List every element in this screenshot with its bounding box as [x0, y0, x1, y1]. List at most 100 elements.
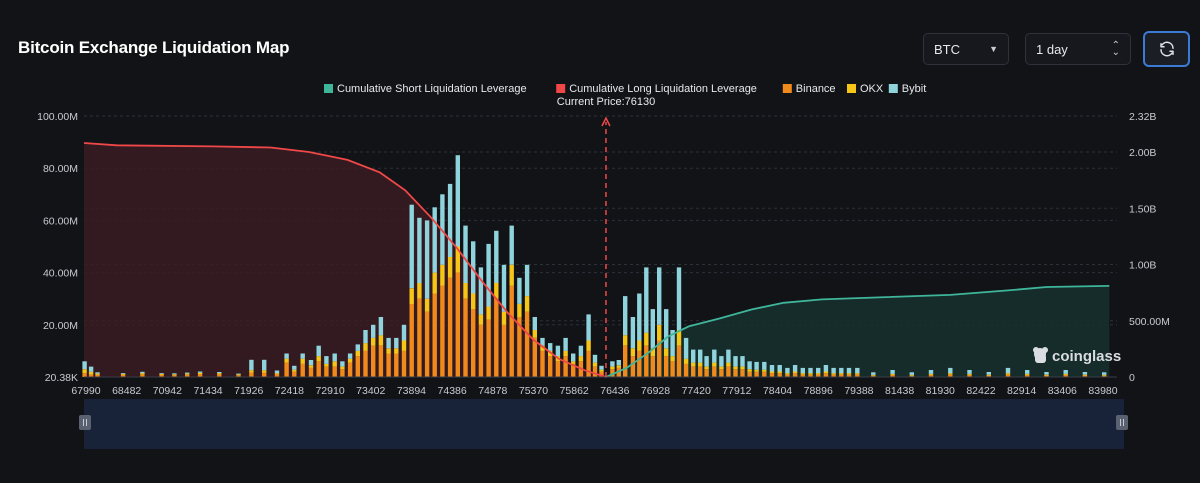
bar-bybit	[386, 337, 391, 349]
x-tick-label: 76928	[641, 385, 670, 397]
bar-okx	[409, 288, 414, 304]
bar-okx	[747, 369, 752, 372]
bar-binance	[463, 298, 468, 377]
range-select[interactable]: 1 day ⌃ ⌄	[1025, 33, 1131, 65]
bar-binance	[650, 356, 655, 377]
bar-binance	[274, 374, 280, 377]
bar-bybit	[616, 360, 621, 366]
x-tick-label: 74878	[478, 385, 507, 397]
legend-item-bybit[interactable]: Bybit	[888, 83, 926, 95]
range-handle-left[interactable]	[79, 415, 91, 430]
bar-okx	[890, 373, 895, 375]
legend-label: OKX	[860, 83, 884, 95]
bar-bybit	[217, 372, 222, 373]
bar-bybit	[120, 373, 126, 374]
bar-binance	[300, 363, 305, 377]
x-tick-label: 77420	[682, 385, 711, 397]
bar-bybit	[394, 337, 399, 349]
bar-binance	[670, 361, 675, 377]
legend-item-binance[interactable]: Binance	[782, 83, 836, 95]
bar-okx	[386, 348, 391, 354]
bar-binance	[1005, 374, 1011, 377]
bar-okx	[808, 373, 813, 375]
bar-binance	[586, 350, 591, 377]
bar-bybit	[1082, 372, 1088, 375]
bar-okx	[185, 373, 190, 375]
cumulative-long-line	[83, 142, 607, 378]
bar-okx	[726, 362, 731, 367]
bar-okx	[623, 335, 628, 346]
bar-bybit	[95, 372, 100, 374]
page-title: Bitcoin Exchange Liquidation Map	[18, 38, 290, 57]
bar-okx	[417, 283, 422, 299]
bar-okx	[308, 365, 314, 368]
bar-okx	[274, 373, 280, 375]
bar-binance	[517, 317, 522, 377]
range-handle-right[interactable]	[1116, 415, 1128, 430]
range-slider[interactable]	[79, 399, 1128, 449]
bar-bybit	[676, 267, 682, 330]
bar-okx	[159, 373, 164, 375]
bar-binance	[159, 374, 164, 377]
bar-okx	[823, 371, 829, 374]
bar-binance	[657, 340, 662, 377]
bar-binance	[308, 367, 314, 377]
legend-item-cumulative-long-liquidation-leverage[interactable]: Cumulative Long Liquidation Leverage	[556, 83, 757, 95]
y-left-tick-label: 20.00M	[43, 320, 78, 332]
bar-binance	[571, 363, 576, 377]
y-left-tick-label: 20.38K	[45, 372, 78, 384]
bar-bybit	[363, 330, 368, 344]
bar-bybit	[704, 356, 709, 367]
range-slider-track[interactable]	[84, 399, 1124, 449]
bar-bybit	[712, 349, 717, 363]
bar-bybit	[478, 267, 484, 315]
legend-item-cumulative-short-liquidation-leverage[interactable]: Cumulative Short Liquidation Leverage	[324, 83, 527, 95]
legend-label: Bybit	[902, 83, 926, 95]
x-tick-label: 83980	[1088, 385, 1117, 397]
bar-binance	[610, 369, 615, 377]
bar-okx	[548, 350, 553, 357]
bar-binance	[909, 375, 914, 377]
bar-binance	[340, 369, 345, 377]
bar-okx	[471, 293, 476, 310]
bar-okx	[463, 283, 468, 299]
bar-bybit	[324, 356, 329, 364]
bar-okx	[644, 332, 649, 346]
bar-binance	[394, 353, 399, 377]
bar-bybit	[1005, 367, 1011, 374]
bar-okx	[733, 366, 738, 370]
bar-okx	[1025, 373, 1030, 375]
bar-bybit	[1025, 370, 1030, 374]
x-tick-label: 74386	[438, 385, 467, 397]
symbol-select[interactable]: BTC ▼	[923, 33, 1009, 65]
bar-bybit	[1063, 370, 1068, 374]
bar-bybit	[378, 317, 384, 336]
coinglass-logo-icon	[1033, 347, 1048, 363]
bar-okx	[719, 366, 724, 370]
bar-okx	[249, 370, 254, 373]
x-tick-label: 83406	[1048, 385, 1077, 397]
bar-bybit	[586, 314, 591, 341]
bar-okx	[691, 362, 696, 367]
bar-bybit	[909, 372, 914, 375]
bar-binance	[1025, 374, 1030, 377]
bar-okx	[501, 311, 507, 325]
bar-binance	[509, 285, 514, 377]
bar-bybit	[340, 361, 345, 367]
y-left-tick-label: 100.00M	[37, 111, 78, 123]
bar-okx	[839, 373, 844, 375]
bar-binance	[792, 373, 798, 377]
bar-okx	[986, 374, 991, 376]
bar-bybit	[517, 277, 522, 304]
bar-bybit	[300, 353, 305, 359]
bar-binance	[455, 272, 460, 377]
bar-bybit	[683, 337, 689, 359]
bar-okx	[948, 373, 953, 375]
legend-item-okx[interactable]: OKX	[847, 83, 884, 95]
bar-okx	[340, 366, 345, 370]
bar-bybit	[236, 373, 241, 375]
bar-bybit	[846, 367, 852, 374]
refresh-button[interactable]	[1143, 31, 1190, 67]
bar-bybit	[871, 372, 876, 375]
x-tick-label: 79388	[844, 385, 873, 397]
